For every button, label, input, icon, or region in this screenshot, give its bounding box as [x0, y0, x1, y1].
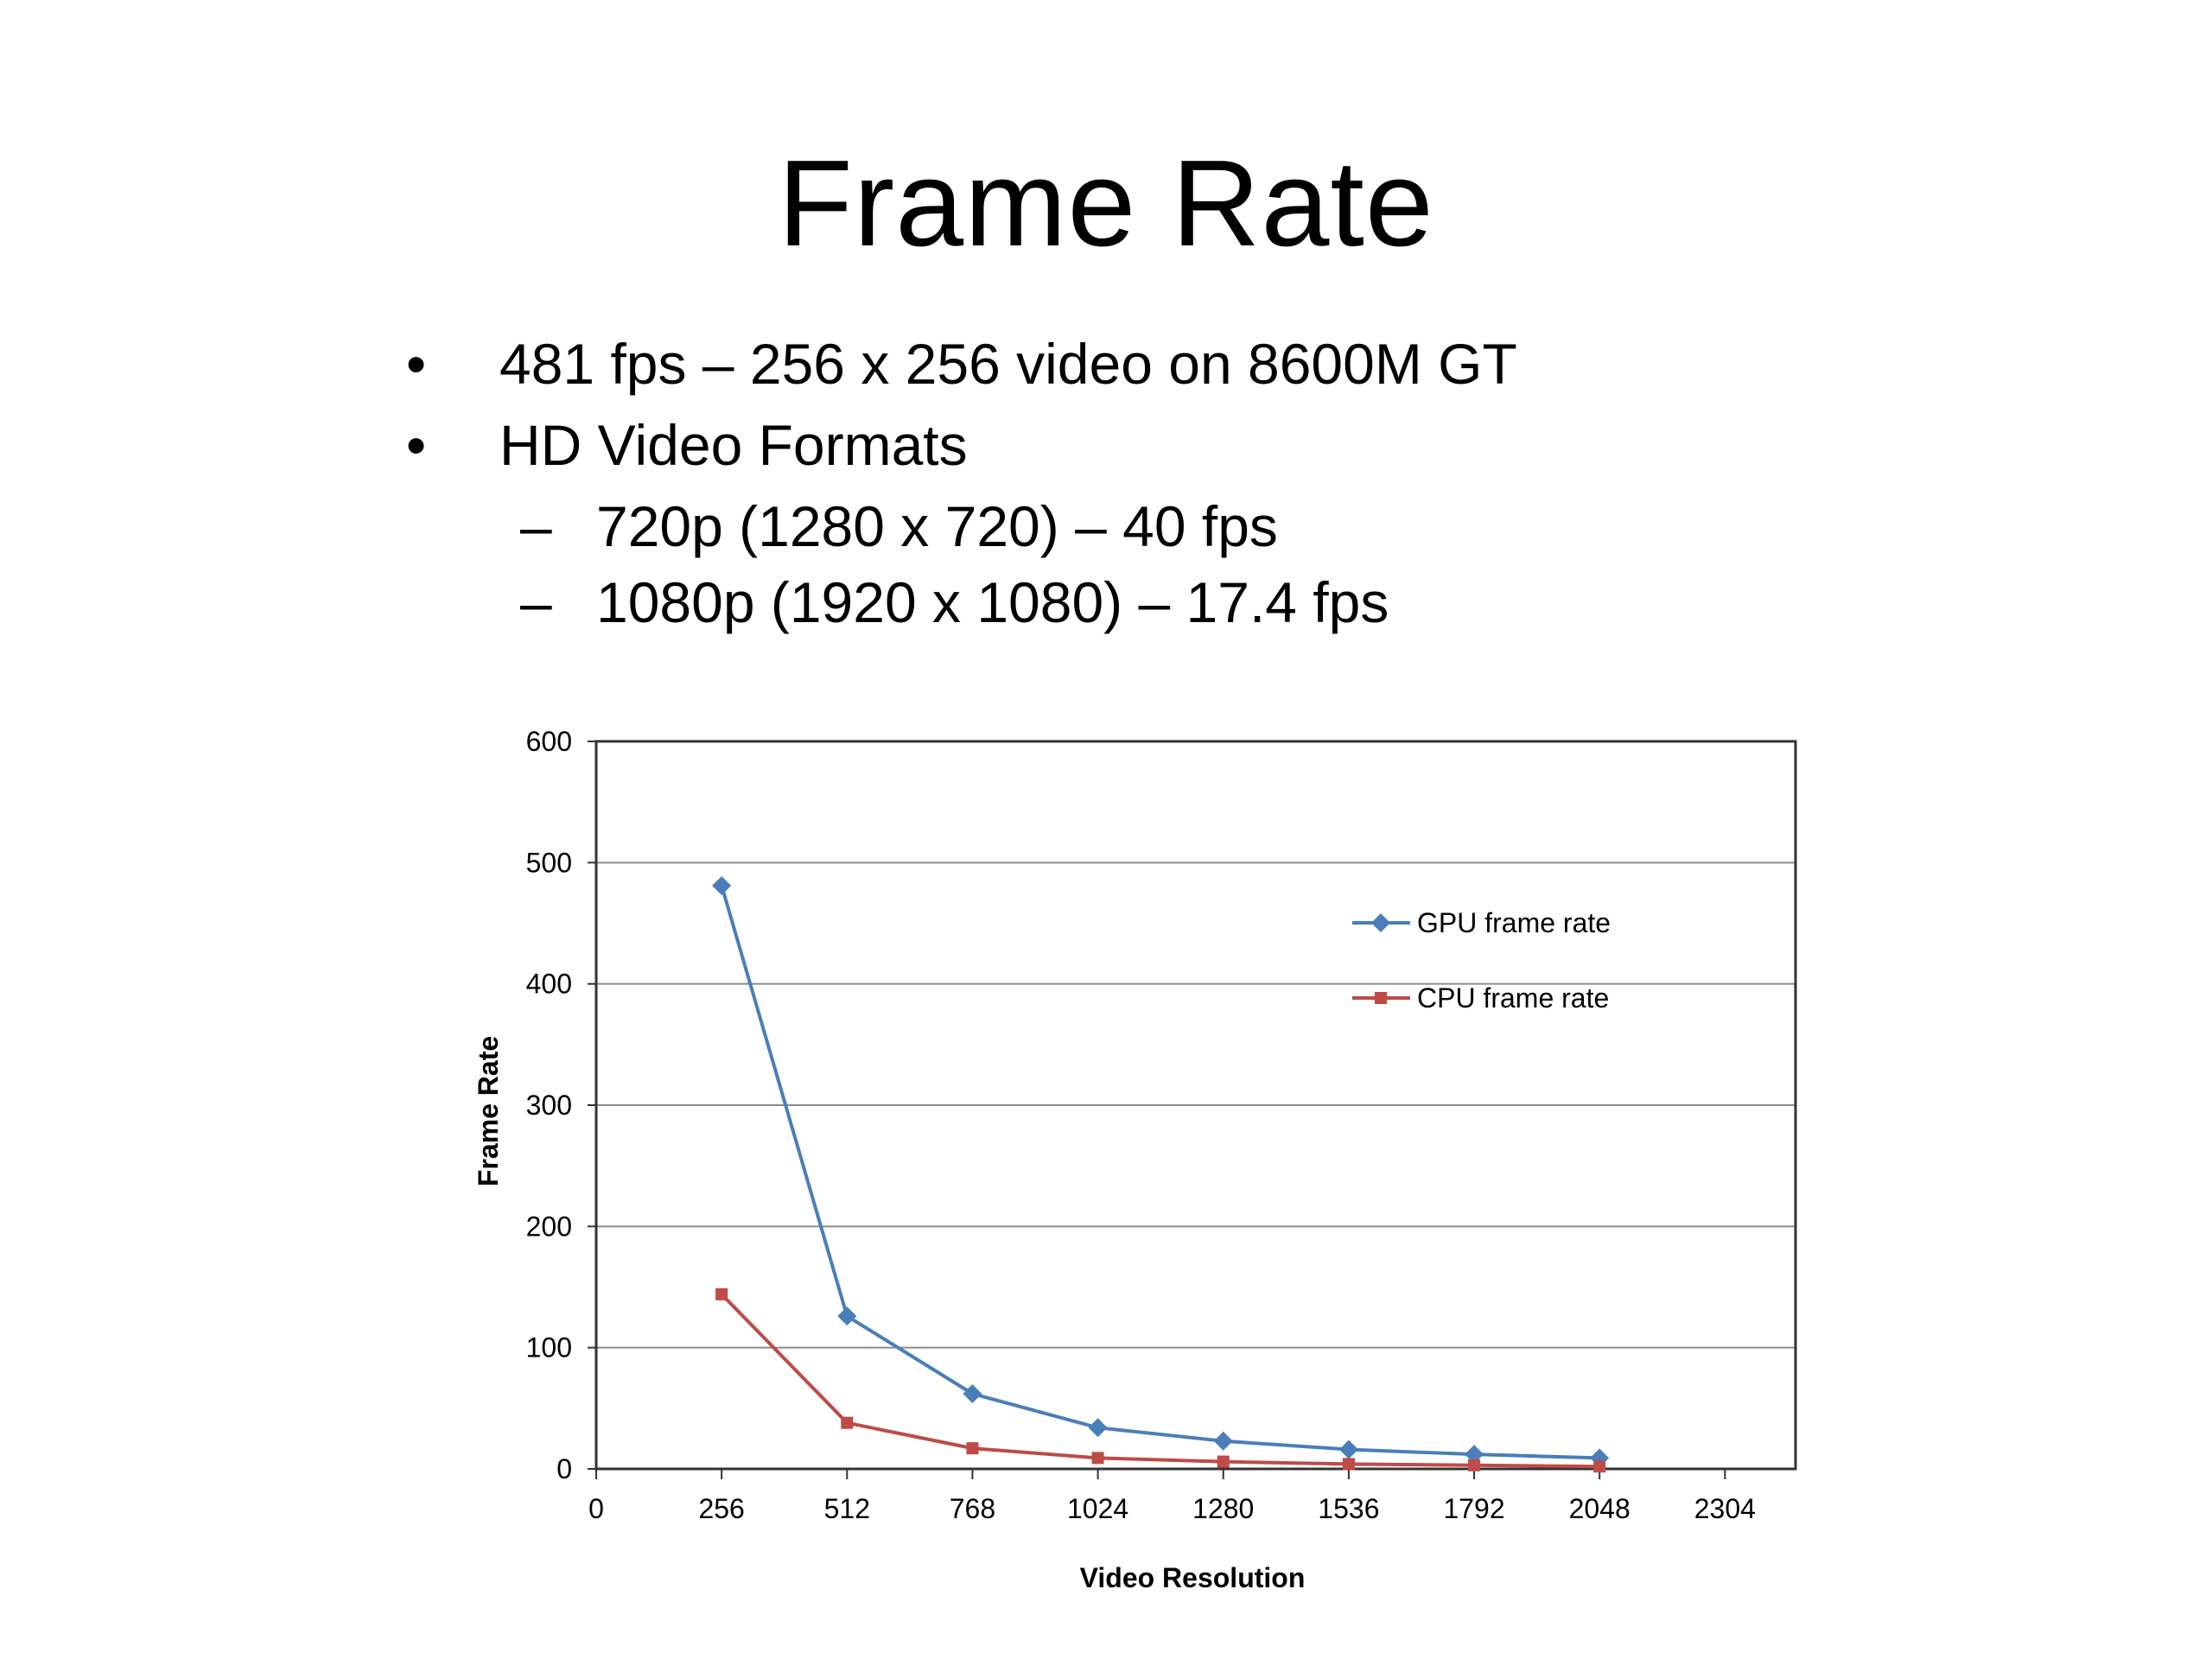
x-tick-label: 512 [824, 1493, 870, 1524]
data-point [1091, 1452, 1104, 1465]
x-tick-label: 1792 [1443, 1493, 1504, 1524]
y-tick-label: 300 [526, 1090, 572, 1121]
y-axis-title: Frame Rate [473, 1036, 504, 1186]
data-point [1593, 1460, 1606, 1473]
x-axis-title: Video Resolution [1080, 1562, 1306, 1593]
data-point [712, 875, 732, 895]
y-tick-label: 100 [526, 1332, 572, 1363]
bullet-text: 481 fps – 256 x 256 video on 8600M GT [499, 332, 1517, 396]
x-tick-label: 1024 [1067, 1493, 1128, 1524]
data-point [1342, 1458, 1355, 1471]
data-point [1088, 1418, 1108, 1438]
x-tick-label: 256 [698, 1493, 744, 1524]
sub-bullet-text: 1080p (1920 x 1080) – 17.4 fps [596, 570, 1389, 634]
bullet-marker: • [406, 413, 427, 477]
x-tick-label: 2048 [1569, 1493, 1630, 1524]
data-point [837, 1306, 857, 1326]
x-tick-label: 768 [950, 1493, 995, 1524]
data-point [1338, 1440, 1358, 1459]
legend-label: GPU frame rate [1417, 907, 1611, 938]
y-tick-label: 400 [526, 969, 572, 1000]
bullet-marker: • [406, 332, 427, 396]
data-point [1217, 1455, 1230, 1468]
series-line [720, 885, 1600, 1460]
data-point [1468, 1459, 1481, 1471]
y-tick-label: 0 [556, 1453, 572, 1484]
bullet-text: HD Video Formats [499, 413, 968, 477]
x-tick-label: 1536 [1318, 1493, 1379, 1524]
y-tick-label: 200 [526, 1211, 572, 1242]
y-tick-label: 600 [526, 726, 572, 757]
data-point [841, 1416, 854, 1429]
data-point [1375, 992, 1387, 1004]
x-tick-label: 0 [588, 1493, 604, 1524]
x-tick-label: 1280 [1192, 1493, 1254, 1524]
data-point [1465, 1445, 1484, 1465]
y-tick-label: 500 [526, 847, 572, 878]
sub-bullet-marker: – [520, 494, 552, 558]
data-point [966, 1442, 979, 1455]
sub-bullet-marker: – [520, 570, 552, 634]
x-tick-label: 2304 [1694, 1493, 1756, 1524]
slide-title: Frame Rate [778, 135, 1434, 272]
data-point [1371, 913, 1390, 932]
data-point [715, 1287, 728, 1300]
legend-label: CPU frame rate [1417, 982, 1609, 1014]
data-point [1213, 1431, 1233, 1451]
series-line [720, 1293, 1600, 1469]
sub-bullet-text: 720p (1280 x 720) – 40 fps [596, 494, 1278, 558]
data-point [963, 1383, 982, 1403]
